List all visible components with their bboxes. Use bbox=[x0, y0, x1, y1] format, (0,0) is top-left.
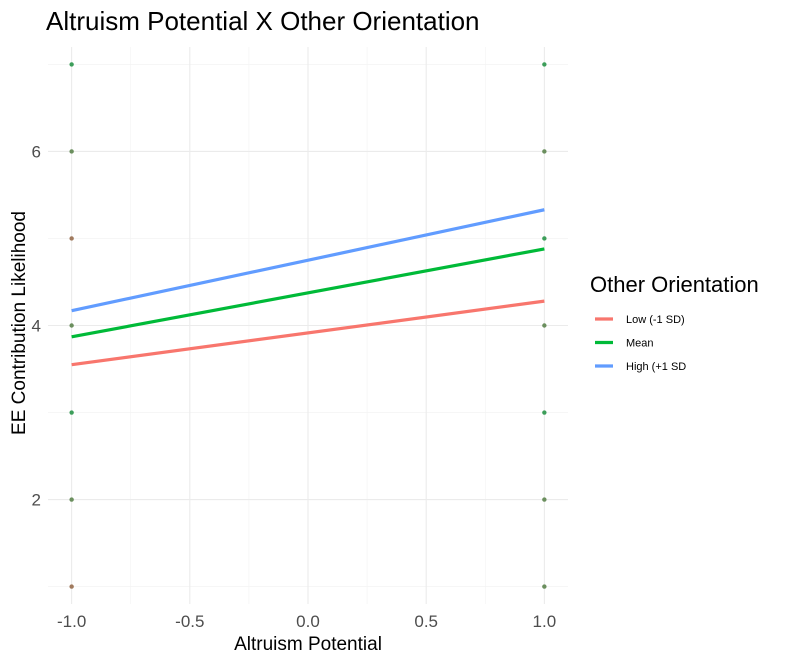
data-point-1 bbox=[69, 497, 74, 502]
legend-item: Mean bbox=[595, 338, 654, 350]
series-line-1 bbox=[71, 247, 545, 339]
data-point-13 bbox=[542, 62, 547, 67]
x-tick-label: 0.5 bbox=[414, 612, 438, 631]
data-point-7 bbox=[542, 584, 547, 589]
legend-label: High (+1 SD bbox=[626, 361, 686, 373]
y-axis-title: EE Contribution Likelihood bbox=[9, 211, 30, 435]
legend: Other Orientation Low (-1 SD) Mean High (+… bbox=[590, 272, 759, 373]
data-point-9 bbox=[542, 410, 547, 415]
data-point-4 bbox=[69, 236, 74, 241]
legend-item: Low (-1 SD) bbox=[595, 314, 685, 326]
data-point-3 bbox=[69, 323, 74, 328]
y-tick-label: 6 bbox=[32, 142, 41, 161]
data-point-2 bbox=[69, 410, 74, 415]
data-point-12 bbox=[542, 149, 547, 154]
chart-title: Altruism Potential X Other Orientation bbox=[46, 6, 480, 36]
data-point-0 bbox=[69, 584, 74, 589]
data-point-11 bbox=[542, 236, 547, 241]
data-point-5 bbox=[69, 149, 74, 154]
data-points bbox=[69, 62, 547, 589]
legend-title: Other Orientation bbox=[590, 272, 759, 297]
x-tick-label: -1.0 bbox=[57, 612, 86, 631]
legend-items: Low (-1 SD) Mean High (+1 SD bbox=[595, 314, 686, 373]
x-tick-label: -0.5 bbox=[175, 612, 204, 631]
series-line-0 bbox=[71, 299, 545, 367]
x-tick-label: 1.0 bbox=[533, 612, 557, 631]
x-axis-title: Altruism Potential bbox=[234, 634, 382, 655]
data-point-8 bbox=[542, 497, 547, 502]
y-tick-labels: 2 4 6 bbox=[32, 142, 41, 509]
x-tick-labels: -1.0 -0.5 0.0 0.5 1.0 bbox=[57, 612, 556, 631]
y-tick-label: 4 bbox=[32, 317, 41, 336]
legend-label: Low (-1 SD) bbox=[626, 314, 685, 326]
y-tick-label: 2 bbox=[32, 491, 41, 510]
data-point-6 bbox=[69, 62, 74, 67]
fit-lines bbox=[71, 208, 545, 367]
x-tick-label: 0.0 bbox=[296, 612, 320, 631]
series-line-2 bbox=[71, 208, 545, 313]
legend-item: High (+1 SD bbox=[595, 361, 686, 373]
data-point-10 bbox=[542, 323, 547, 328]
legend-label: Mean bbox=[626, 338, 654, 350]
